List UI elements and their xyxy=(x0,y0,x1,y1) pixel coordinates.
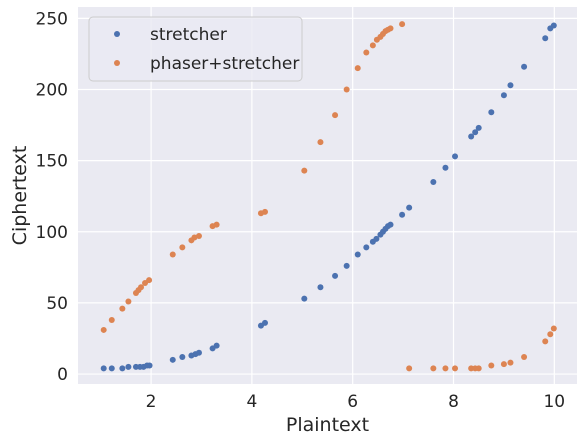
data-point xyxy=(406,204,413,211)
data-point xyxy=(195,233,202,240)
data-point xyxy=(179,353,186,360)
x-tick-label: 6 xyxy=(347,392,358,412)
x-axis-label: Plaintext xyxy=(286,414,369,436)
data-point xyxy=(468,133,475,140)
data-point xyxy=(301,167,308,174)
data-point xyxy=(125,363,132,370)
data-point xyxy=(332,272,339,279)
y-tick-label: 150 xyxy=(36,152,68,172)
data-point xyxy=(213,221,220,228)
data-point xyxy=(301,295,308,302)
data-point xyxy=(261,319,268,326)
legend-label-stretcher: stretcher xyxy=(150,25,227,45)
data-point xyxy=(542,35,549,42)
data-point xyxy=(343,262,350,269)
y-tick-label: 50 xyxy=(46,294,68,314)
data-point xyxy=(179,244,186,251)
data-point xyxy=(354,251,361,258)
legend-label-phaser-stretcher: phaser+stretcher xyxy=(150,54,299,74)
legend: stretcher phaser+stretcher xyxy=(88,16,303,82)
data-point xyxy=(547,331,554,338)
data-point xyxy=(399,21,406,28)
data-point xyxy=(213,342,220,349)
data-point xyxy=(442,164,449,171)
series-1 xyxy=(100,21,557,372)
data-point xyxy=(442,365,449,372)
data-point xyxy=(363,49,370,56)
data-point xyxy=(100,326,107,333)
data-point xyxy=(521,353,528,360)
data-point xyxy=(343,86,350,93)
y-tick-label: 250 xyxy=(36,9,68,29)
data-point xyxy=(550,325,557,332)
data-point xyxy=(169,251,176,258)
data-point xyxy=(507,359,514,366)
y-tick-label: 0 xyxy=(57,365,68,385)
data-point xyxy=(488,362,495,369)
data-point xyxy=(195,349,202,356)
data-point xyxy=(406,365,413,372)
legend-box xyxy=(88,16,303,82)
data-point xyxy=(387,221,394,228)
data-point xyxy=(125,298,132,305)
data-point xyxy=(488,109,495,116)
x-tick-labels: 2 4 6 8 10 xyxy=(146,392,565,412)
data-point xyxy=(354,65,361,72)
data-point xyxy=(191,234,198,241)
data-point xyxy=(472,129,479,136)
data-point xyxy=(399,211,406,218)
y-tick-labels: 0 50 100 150 200 250 xyxy=(36,9,68,385)
data-point xyxy=(430,178,437,185)
legend-marker-stretcher xyxy=(114,31,120,37)
data-point xyxy=(550,22,557,29)
data-point xyxy=(475,365,482,372)
x-tick-label: 10 xyxy=(543,392,565,412)
data-point xyxy=(363,244,370,251)
data-points xyxy=(100,21,557,372)
data-point xyxy=(169,356,176,363)
data-point xyxy=(369,42,376,49)
data-point xyxy=(430,365,437,372)
grid xyxy=(78,7,577,384)
data-point xyxy=(100,365,107,372)
data-point xyxy=(507,82,514,89)
y-axis-label: Ciphertext xyxy=(9,146,31,246)
data-point xyxy=(332,112,339,119)
data-point xyxy=(500,92,507,99)
data-point xyxy=(521,63,528,70)
data-point xyxy=(108,365,115,372)
data-point xyxy=(452,365,459,372)
data-point xyxy=(475,124,482,131)
data-point xyxy=(387,25,394,32)
data-point xyxy=(373,235,380,242)
data-point xyxy=(317,139,324,146)
data-point xyxy=(542,338,549,345)
y-tick-label: 100 xyxy=(36,223,68,243)
series-0 xyxy=(100,22,557,372)
data-point xyxy=(500,361,507,368)
y-tick-label: 200 xyxy=(36,81,68,101)
data-point xyxy=(146,277,153,284)
data-point xyxy=(108,316,115,323)
data-point xyxy=(452,153,459,160)
x-tick-label: 8 xyxy=(448,392,459,412)
data-point xyxy=(138,284,145,291)
data-point xyxy=(119,305,126,312)
legend-marker-phaser-stretcher xyxy=(114,60,120,66)
data-point xyxy=(317,284,324,291)
data-point xyxy=(261,208,268,215)
data-point xyxy=(146,362,153,369)
x-tick-label: 2 xyxy=(146,392,157,412)
data-point xyxy=(119,365,126,372)
x-tick-label: 4 xyxy=(246,392,257,412)
